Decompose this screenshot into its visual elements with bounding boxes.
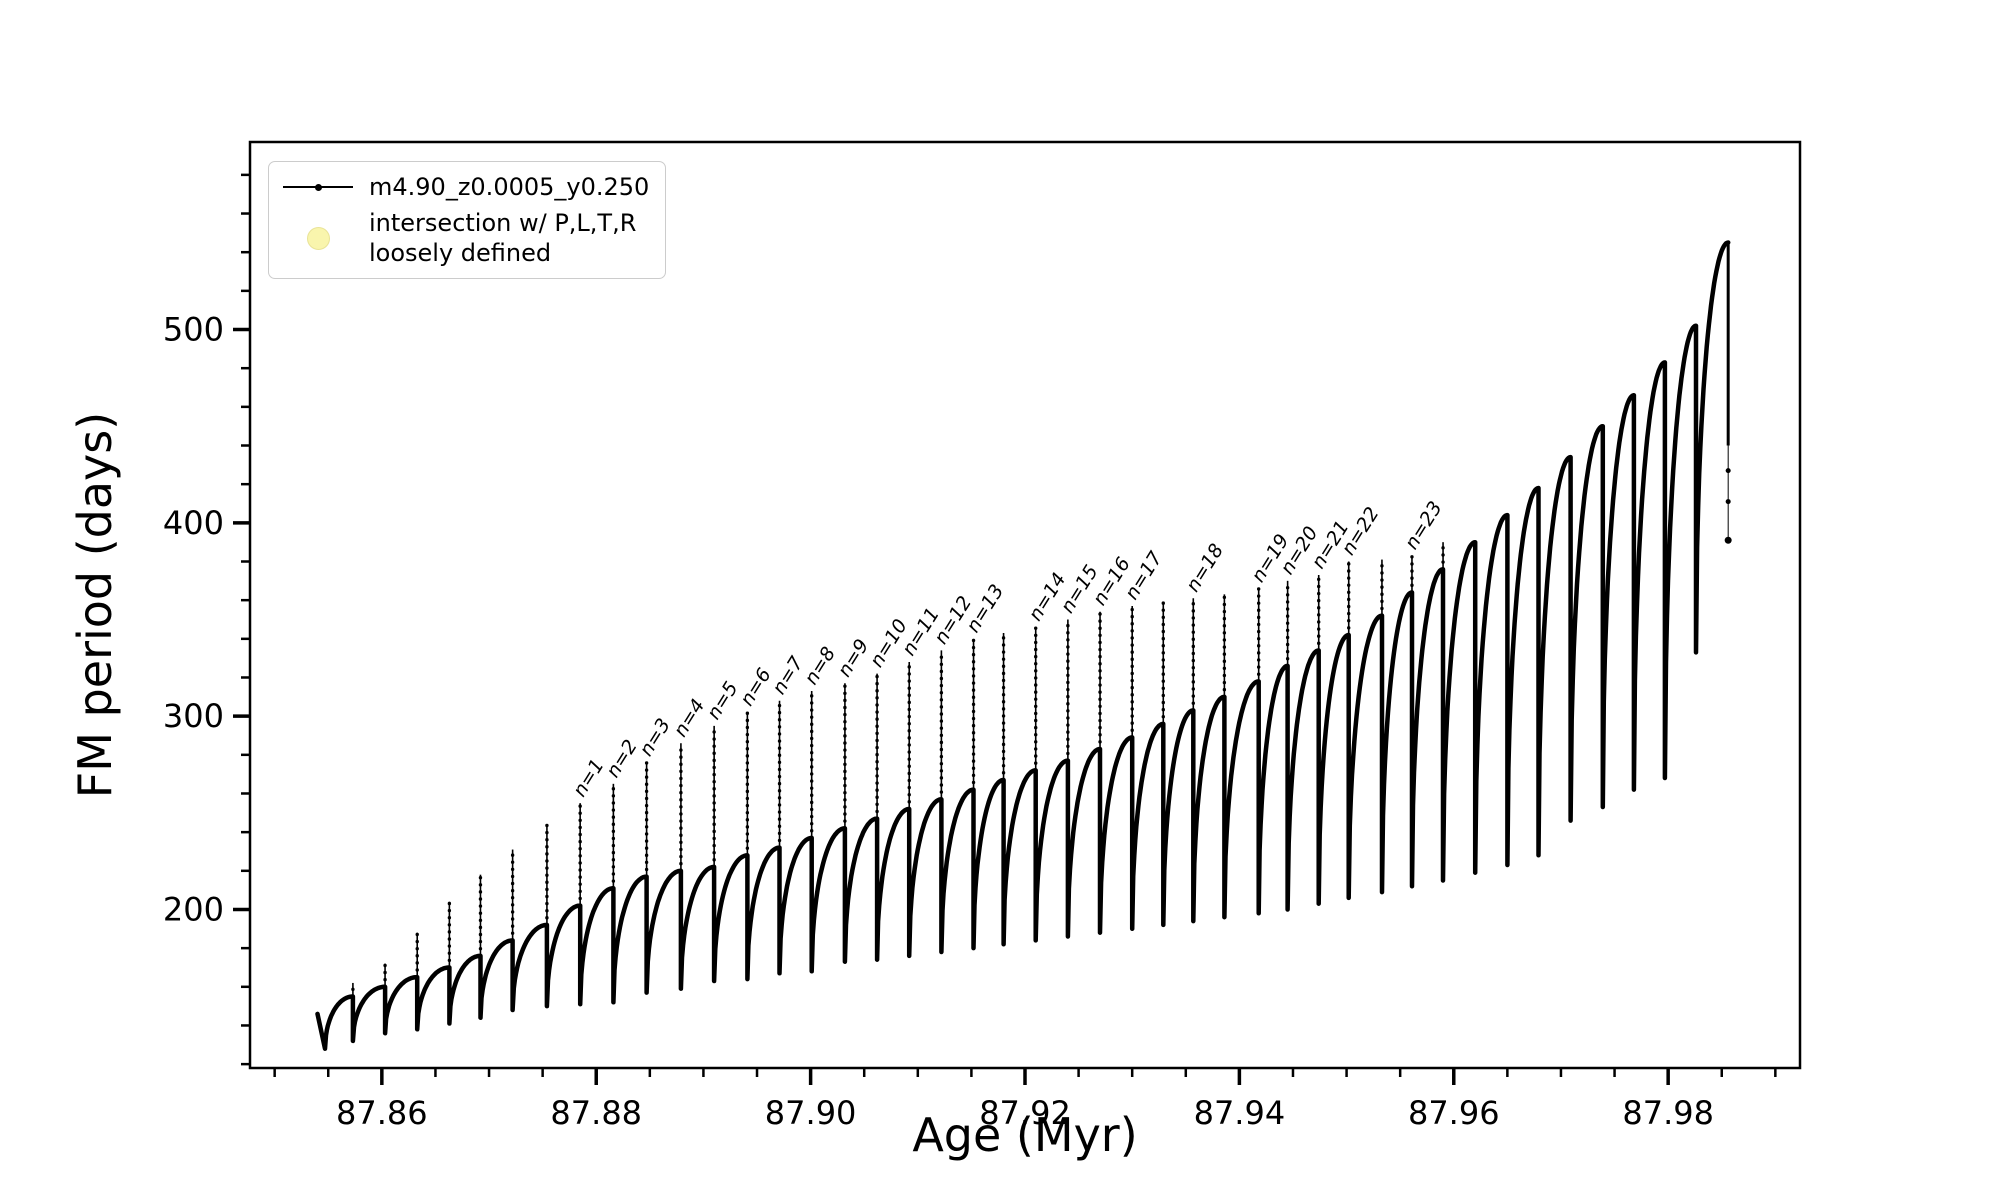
- final-descent-dot: [1724, 536, 1732, 544]
- n-label: n=8: [800, 643, 840, 689]
- final-descent-dot: [1725, 468, 1731, 474]
- x-tick-label: 87.88: [550, 1094, 642, 1132]
- circle-marker: [306, 226, 330, 250]
- intersection-marker-wrap: [283, 223, 353, 253]
- legend: m4.90_z0.0005_y0.250 intersection w/ P,L…: [268, 161, 667, 279]
- n-label: n=1: [569, 755, 609, 801]
- legend-item-intersection: intersection w/ P,L,T,R loosely defined: [283, 208, 649, 268]
- legend-label-intersection: intersection w/ P,L,T,R loosely defined: [369, 208, 636, 268]
- n-label: n=2: [602, 736, 642, 782]
- x-tick-label: 87.90: [765, 1094, 857, 1132]
- y-tick-label: 400: [163, 504, 224, 542]
- x-tick-label: 87.86: [336, 1094, 428, 1132]
- legend-label-track: m4.90_z0.0005_y0.250: [369, 173, 650, 201]
- y-tick-label: 500: [163, 311, 224, 349]
- x-tick-label: 87.98: [1622, 1094, 1714, 1132]
- final-descent-dot: [1725, 499, 1731, 505]
- y-tick-label: 200: [163, 890, 224, 928]
- n-label: n=23: [1401, 497, 1447, 553]
- y-tick-label: 300: [163, 697, 224, 735]
- legend-item-track: m4.90_z0.0005_y0.250: [283, 172, 649, 202]
- fm-period-series: [315, 240, 1731, 1051]
- y-axis-title: FM period (days): [68, 411, 122, 799]
- n-label: n=18: [1182, 540, 1228, 596]
- n-label: n=4: [669, 695, 709, 741]
- plot-spines: [248, 140, 1802, 1070]
- legend-label-intersection-line2: loosely defined: [369, 239, 552, 267]
- x-axis-title: Age (Myr): [912, 1108, 1138, 1162]
- n-label: n=3: [635, 715, 675, 761]
- x-tick-label: 87.92: [979, 1094, 1071, 1132]
- x-tick-label: 87.94: [1194, 1094, 1286, 1132]
- n-label: n=5: [703, 678, 743, 724]
- line-dot-marker: [283, 172, 353, 202]
- legend-label-intersection-line1: intersection w/ P,L,T,R: [369, 209, 637, 237]
- dot-marker: [314, 183, 322, 191]
- x-tick-label: 87.96: [1408, 1094, 1500, 1132]
